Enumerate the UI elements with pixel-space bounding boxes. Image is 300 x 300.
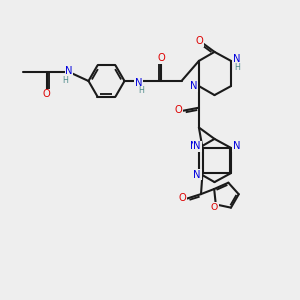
Text: O: O: [196, 36, 203, 46]
Text: H: H: [234, 63, 240, 72]
Text: O: O: [158, 53, 165, 64]
Text: N: N: [190, 141, 197, 152]
Text: O: O: [178, 193, 186, 203]
Text: N: N: [190, 81, 197, 91]
Text: O: O: [175, 105, 183, 115]
Text: N: N: [194, 169, 201, 180]
Text: N: N: [135, 77, 142, 88]
Text: O: O: [43, 89, 50, 100]
Text: O: O: [211, 203, 218, 212]
Text: N: N: [233, 141, 240, 152]
Text: H: H: [62, 76, 68, 85]
Text: H: H: [139, 86, 145, 95]
Text: N: N: [233, 53, 240, 64]
Text: N: N: [194, 141, 201, 152]
Text: N: N: [65, 65, 73, 76]
